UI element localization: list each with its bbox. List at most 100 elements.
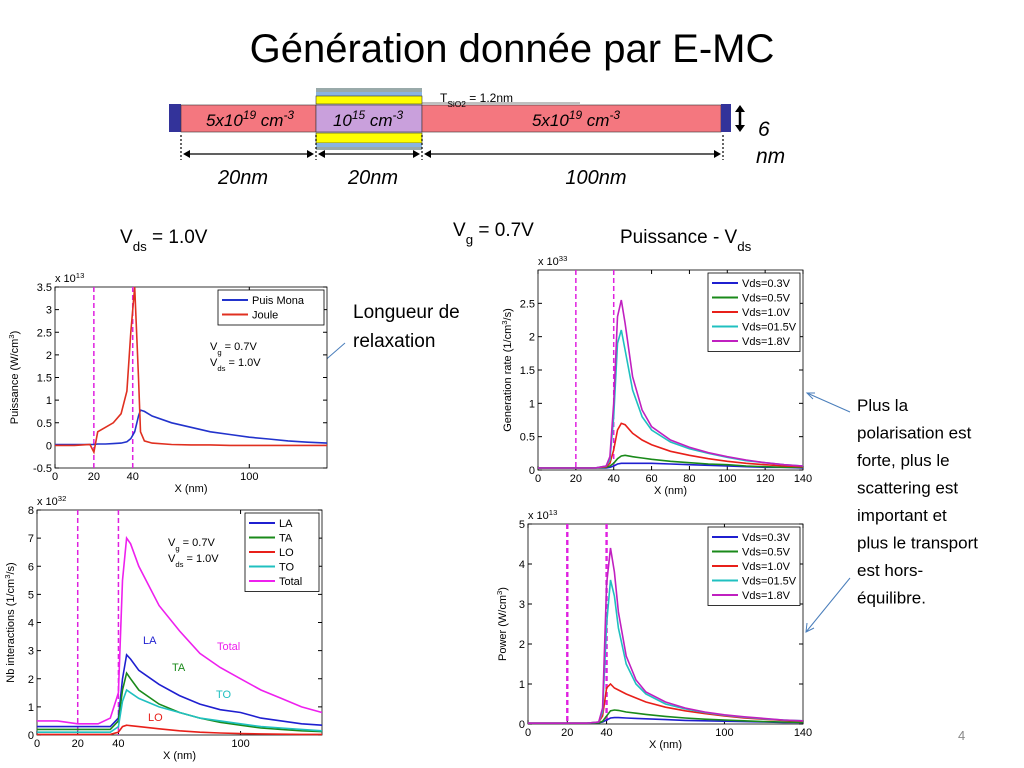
series-line [37,688,323,733]
chart-note: Vds = 1.0V [210,357,261,373]
length-label: 100nm [565,167,626,189]
x-tick-label: 60 [645,473,657,485]
x-tick-label: 20 [88,471,100,483]
y-tick-label: 4 [519,559,525,571]
y-tick-label: 2 [519,639,525,651]
y-tick-label: 3 [519,599,525,611]
y-tick-label: 1 [28,702,34,714]
length-label: 20nm [347,167,398,189]
section-label: Vg = 0.7V [453,220,534,247]
gate-metal [316,147,422,150]
y-axis-label: Power (W/cm3) [495,587,510,661]
y-axis-label-part: /s) [502,308,514,320]
y-tick-label: 7 [28,533,34,545]
legend [217,289,325,326]
axis-multiplier-part: 33 [559,254,568,263]
chart-note-part: = 0.7V [222,341,258,353]
length-label: 20nm [217,167,268,189]
section-label-part: V [453,220,466,241]
y-tick-label: 5 [519,519,525,531]
axis-multiplier-part: 13 [549,508,558,517]
axis-multiplier: x 1013 [528,508,557,523]
legend-label: Vds=1.8V [742,590,791,602]
thickness-label: nm [756,145,785,168]
legend-label: Vds=0.5V [742,547,791,559]
x-tick-label: 100 [240,471,258,483]
y-tick-label: 2 [529,332,535,344]
legend-label: Vds=0.3V [742,278,791,290]
gate-layer [316,92,422,96]
doping-label-part: cm [365,111,392,130]
dimension-lines [180,110,742,160]
y-tick-label: 8 [28,505,34,517]
x-tick-label: 20 [570,473,582,485]
x-tick-label: 40 [608,473,620,485]
x-tick-label: 0 [52,471,58,483]
chart: 0 0.5 1 1.5 2 2.5 0 20 40 60 80 100 120 140 x 1033 Gene… [500,254,813,498]
axis-multiplier-part: 13 [76,271,85,280]
y-axis-label: Nb interactions (1/cm3/s) [3,562,18,682]
doping-label-part: 5x10 [206,111,243,130]
tox-label-part: T [440,91,448,105]
section-label-part: ds [737,239,751,254]
chart-note: Vds = 1.0V [168,553,219,569]
x-tick-label: 40 [600,727,612,739]
x-tick-label: 120 [756,473,774,485]
y-tick-label: 3 [28,646,34,658]
x-tick-label: 20 [72,738,84,750]
legend-label: Joule [252,310,278,322]
tox-label: TSiO2 = 1.2nm [440,91,513,109]
x-axis-label: X (nm) [163,750,196,762]
x-axis-label: X (nm) [654,485,687,497]
section-label-part: ds [133,239,147,254]
y-axis-label-part: Power (W/cm [497,595,509,661]
series-line [528,547,804,724]
legend-label: Vds=1.8V [742,336,791,348]
section-label: Vds = 1.0V [120,227,208,254]
callout-arrow [806,392,851,413]
y-tick-label: 2 [28,674,34,686]
legend-label: Vds=1.0V [742,307,791,319]
section-label: Puissance - Vds [620,227,752,254]
legend-label: LO [279,547,294,559]
doping-label-part: -3 [283,108,294,122]
annotation: important et [857,506,947,525]
axis-multiplier-part: 32 [58,494,67,503]
chart-note-part: g [175,544,179,553]
annotation: relaxation [353,331,435,352]
x-tick-label: 140 [794,473,812,485]
y-tick-label: 2.5 [37,327,52,339]
annotation: forte, plus le [857,451,950,470]
axis-multiplier-part: x 10 [55,273,76,285]
drain [421,104,722,133]
curve-label: LO [148,712,163,724]
annotation: scattering est [857,479,958,498]
y-axis-label: Generation rate (1/cm3/s) [500,308,515,432]
y-tick-label: 0 [529,465,535,477]
annotation: polarisation est [857,424,972,443]
doping-label-part: 5x10 [532,111,569,130]
y-tick-label: 0.5 [37,418,52,430]
doping-label-part: 10 [333,111,352,130]
doping-label-part: -3 [609,108,620,122]
y-tick-label: 4 [28,618,34,630]
x-tick-label: 140 [794,727,812,739]
x-axis-label: X (nm) [175,483,208,495]
chart-note-part: V [210,357,218,369]
y-axis-label-part: Nb interactions (1/cm [5,579,17,683]
page-number: 4 [958,728,965,743]
chart-note-part: ds [217,364,225,373]
callout-head [805,392,815,400]
doping-label: 1015 cm-3 [333,108,404,130]
doping-label-part: 15 [352,108,366,122]
annotation: est hors- [857,561,923,580]
legend-label: TO [279,562,295,574]
legend-label: Total [279,576,302,588]
slide-title: Génération donnée par E-MC [250,27,775,71]
annotation: équilibre. [857,589,926,608]
y-axis-label-part: 3 [3,575,12,579]
section-label-part: V [120,227,133,248]
